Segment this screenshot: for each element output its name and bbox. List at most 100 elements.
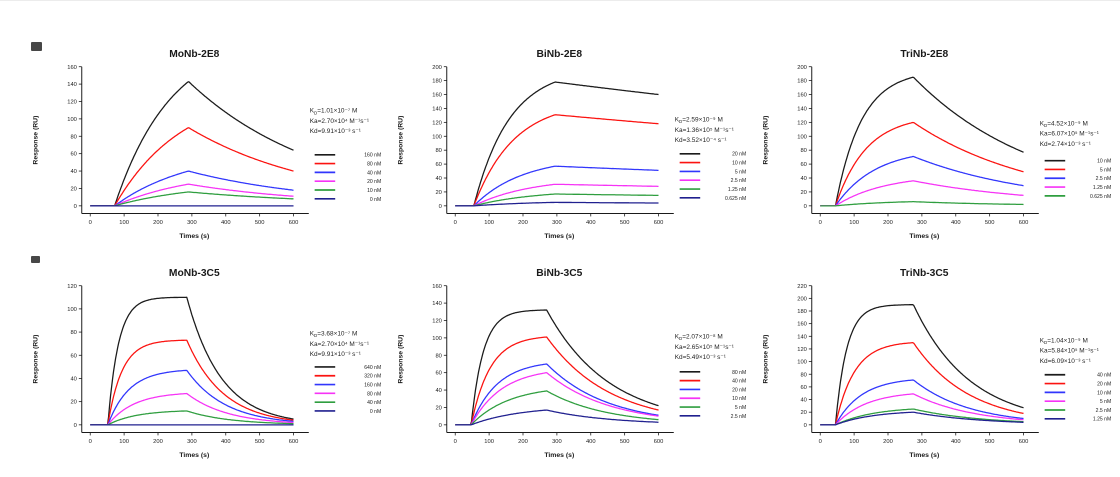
y-tick-label: 60	[435, 162, 441, 168]
axes: 0 100 200 300 400 500 600 0 20 40 60 80 100 120 140 160	[432, 284, 674, 445]
curve-0.625nM	[820, 201, 1024, 207]
legend-label: 1.25 nM	[1093, 417, 1111, 423]
x-tick-label: 500	[255, 220, 265, 226]
svg-text:KD=3.68×10⁻⁷ M: KD=3.68×10⁻⁷ M	[310, 331, 358, 339]
legend: 10 nM 5 nM 2.5 nM 1.25 nM 0.625 nM	[1044, 159, 1111, 200]
svg-text:KD=4.52×10⁻⁹ M: KD=4.52×10⁻⁹ M	[1040, 120, 1088, 128]
legend-item: 40 nM	[679, 379, 746, 385]
sensorgram-monb-2e8: 0 100 200 300 400 500 600 0 20 40 60 80 100 120 140 160…	[33, 49, 381, 240]
x-tick-label: 500	[985, 220, 995, 226]
kinetics-annotation: KD=2.59×10⁻⁹ M Ka=1.36×10⁵ M⁻¹s⁻¹ Kd=3.5…	[675, 117, 734, 145]
y-tick-label: 140	[432, 301, 442, 307]
legend-item: 640 nM	[314, 365, 381, 371]
y-tick-label: 100	[797, 360, 807, 366]
kinetics-annotation: KD=1.01×10⁻⁷ M Ka=2.70×10⁴ M⁻¹s⁻¹ Kd=9.9…	[310, 108, 369, 136]
legend-label: 40 nM	[732, 379, 746, 385]
curves	[820, 304, 1024, 426]
curve-0.625nM	[455, 201, 659, 207]
x-tick-label: 500	[620, 220, 630, 226]
legend-item: 10 nM	[1044, 159, 1111, 165]
legend: 80 nM 40 nM 20 nM 10 nM 5 nM 2.5 nM	[679, 370, 746, 420]
sensorgram-trinb-3c5: 0 100 200 300 400 500 600 0 20 40 60 80 100 120 140 160…	[763, 268, 1111, 459]
ka-value: Ka=2.65×10⁵ M⁻¹s⁻¹	[675, 344, 734, 351]
curves	[455, 81, 659, 207]
chart-title: MoNb-3C5	[169, 268, 220, 279]
y-tick-label: 40	[800, 398, 806, 404]
legend: 40 nM 20 nM 10 nM 5 nM 2.5 nM 1.25 nM	[1044, 373, 1111, 423]
legend-label: 5 nM	[1100, 399, 1111, 405]
x-tick-label: 200	[883, 439, 893, 445]
svg-text:KD=2.59×10⁻⁹ M: KD=2.59×10⁻⁹ M	[675, 117, 723, 125]
legend-item: 2.5 nM	[679, 414, 746, 420]
y-tick-label: 180	[432, 79, 442, 85]
chart-title: BiNb-2E8	[536, 49, 582, 60]
legend-label: 160 nM	[364, 153, 381, 159]
x-tick-label: 200	[153, 220, 163, 226]
legend-label: 5 nM	[1100, 167, 1111, 173]
legend-label: 20 nM	[367, 179, 381, 185]
kinetics-annotation: KD=4.52×10⁻⁹ M Ka=6.07×10⁵ M⁻¹s⁻¹ Kd=2.7…	[1040, 120, 1099, 148]
legend-label: 5 nM	[735, 405, 746, 411]
chart-title: BiNb-3C5	[536, 268, 582, 279]
axes: 0 100 200 300 400 500 600 0 20 40 60 80 100 120 140 160…	[797, 65, 1039, 226]
x-tick-label: 0	[89, 439, 92, 445]
legend-item: 0 nM	[314, 409, 381, 415]
legend-label: 5 nM	[735, 169, 746, 175]
legend-item: 0.625 nM	[679, 196, 746, 202]
x-tick-label: 600	[1019, 439, 1029, 445]
y-axis-label: Response (RU)	[763, 116, 770, 165]
kinetics-annotation: KD=1.04×10⁻⁹ M Ka=5.84×10⁵ M⁻¹s⁻¹ Kd=6.0…	[1040, 337, 1099, 365]
y-tick-label: 80	[435, 148, 441, 154]
curve-5nM	[820, 121, 1024, 207]
y-tick-label: 140	[797, 106, 807, 112]
curve-2.5nM	[455, 183, 659, 207]
x-tick-label: 500	[255, 439, 265, 445]
y-tick-label: 20	[435, 190, 441, 196]
x-tick-label: 200	[153, 439, 163, 445]
legend-label: 40 nM	[367, 400, 381, 406]
curve-10nM	[90, 191, 294, 207]
curve-5nM	[455, 390, 659, 426]
y-tick-label: 60	[800, 162, 806, 168]
y-tick-label: 180	[797, 79, 807, 85]
legend-item: 2.5 nM	[679, 178, 746, 184]
legend-label: 10 nM	[1097, 390, 1111, 396]
y-tick-label: 60	[800, 385, 806, 391]
x-tick-label: 200	[883, 220, 893, 226]
x-tick-label: 300	[187, 439, 197, 445]
curve-5nM	[820, 393, 1024, 426]
x-tick-label: 0	[819, 439, 822, 445]
x-tick-label: 100	[119, 220, 129, 226]
y-tick-label: 200	[432, 65, 442, 71]
y-tick-label: 80	[70, 134, 76, 140]
legend-label: 10 nM	[732, 396, 746, 402]
legend-label: 40 nM	[367, 170, 381, 176]
curve-1.25nM	[455, 193, 659, 207]
y-tick-label: 160	[67, 65, 77, 71]
legend-label: 1.25 nM	[728, 187, 746, 193]
legend: 160 nM 80 nM 40 nM 20 nM 10 nM 0 nM	[314, 153, 381, 203]
legend-item: 20 nM	[1044, 382, 1111, 388]
y-tick-label: 0	[804, 423, 807, 429]
legend-label: 160 nM	[364, 382, 381, 388]
curve-40nM	[820, 304, 1024, 426]
legend-label: 20 nM	[1097, 382, 1111, 388]
legend-label: 640 nM	[364, 365, 381, 371]
curve-10nM	[455, 372, 659, 426]
y-tick-label: 160	[432, 93, 442, 99]
y-tick-label: 80	[800, 148, 806, 154]
y-axis-label: Response (RU)	[33, 335, 40, 384]
ka-value: Ka=2.70×10⁴ M⁻¹s⁻¹	[310, 341, 369, 348]
x-tick-label: 300	[917, 220, 927, 226]
y-tick-label: 100	[432, 336, 442, 342]
curve-160nM	[90, 81, 294, 207]
y-tick-label: 100	[432, 134, 442, 140]
y-axis-label: Response (RU)	[763, 335, 770, 384]
x-tick-label: 100	[849, 220, 859, 226]
sensorgram-binb-3c5: 0 100 200 300 400 500 600 0 20 40 60 80 100 120 140 160…	[398, 268, 746, 459]
curve-20nM	[455, 363, 659, 426]
y-tick-label: 160	[797, 93, 807, 99]
x-axis-label: Times (s)	[909, 452, 939, 459]
legend-label: 40 nM	[1097, 373, 1111, 379]
